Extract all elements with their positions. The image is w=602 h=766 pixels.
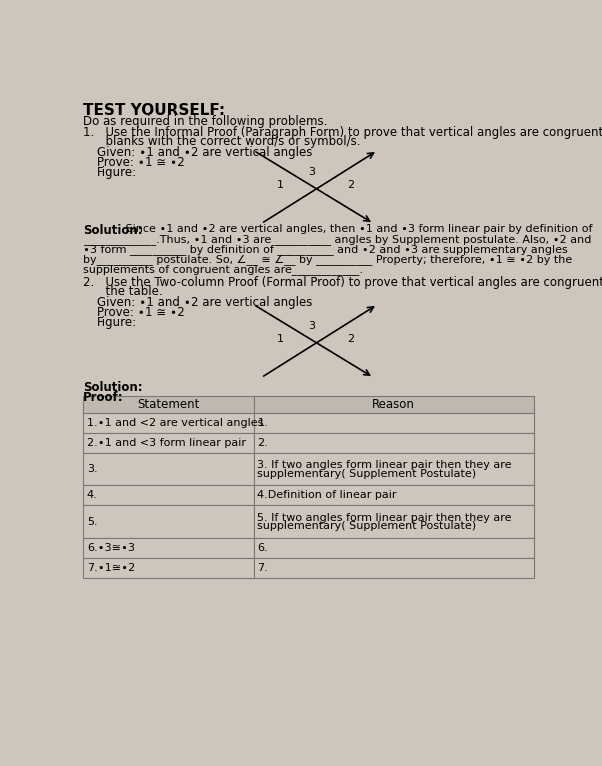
Text: Proof:: Proof: [83,391,123,404]
Text: Do as required in the following problems.: Do as required in the following problems… [83,115,327,128]
Bar [83,506,253,538]
Text: supplementary( Supplement Postulate): supplementary( Supplement Postulate) [258,469,477,479]
Text: supplements of congruent angles are____________.: supplements of congruent angles are_____… [83,264,363,274]
Text: Prove: ∙1 ≅ ∙2: Prove: ∙1 ≅ ∙2 [97,306,185,319]
Text: 5.: 5. [87,516,98,526]
Bar [253,413,534,433]
Bar [253,433,534,453]
Text: TEST YOURSELF:: TEST YOURSELF: [83,103,225,118]
Text: 2: 2 [347,180,354,190]
Bar [253,486,534,506]
Text: 7.∙1≅∙2: 7.∙1≅∙2 [87,563,135,573]
Text: _____________.Thus, ∙1 and ∙3 are __________ angles by Supplement postulate. Als: _____________.Thus, ∙1 and ∙3 are ______… [83,234,591,244]
Text: Solution:: Solution: [83,224,143,237]
Text: 5. If two angles form linear pair then they are: 5. If two angles form linear pair then t… [258,512,512,522]
Text: Solution:: Solution: [83,381,143,394]
Text: 2: 2 [347,334,354,344]
Bar [253,396,534,413]
Bar [253,506,534,538]
Bar [253,538,534,558]
Text: by__________ postulate. So, ∠__ ≅ ∠__ by __________ Property; therefore, ∙1 ≅ ∙2: by__________ postulate. So, ∠__ ≅ ∠__ by… [83,254,573,264]
Bar [83,453,253,486]
Text: 6.: 6. [258,543,268,553]
Text: Given: ∙1 and ∙2 are vertical angles: Given: ∙1 and ∙2 are vertical angles [97,296,312,309]
Text: Statement: Statement [137,398,199,411]
Text: Figure:: Figure: [97,316,137,329]
Text: 4.: 4. [87,490,98,500]
Bar [253,558,534,578]
Text: 2.   Use the Two-column Proof (Formal Proof) to prove that vertical angles are c: 2. Use the Two-column Proof (Formal Proo… [83,276,602,289]
Text: 3.: 3. [87,464,98,474]
Text: 6.∙3≅∙3: 6.∙3≅∙3 [87,543,135,553]
Text: supplementary( Supplement Postulate): supplementary( Supplement Postulate) [258,521,477,531]
Text: 3: 3 [308,167,315,177]
Text: the table.: the table. [83,285,163,298]
Text: 3. If two angles form linear pair then they are: 3. If two angles form linear pair then t… [258,460,512,470]
Text: Prove: ∙1 ≅ ∙2: Prove: ∙1 ≅ ∙2 [97,155,185,169]
Bar [83,413,253,433]
Text: Reason: Reason [373,398,415,411]
Text: 2.∙1 and <3 form linear pair: 2.∙1 and <3 form linear pair [87,438,246,448]
Text: 3: 3 [308,321,315,331]
Text: 4.Definition of linear pair: 4.Definition of linear pair [258,490,397,500]
Text: 7.: 7. [258,563,268,573]
Text: ∙3 form __________ by definition of __________ and ∙2 and ∙3 are supplementary a: ∙3 form __________ by definition of ____… [83,244,568,254]
Text: 1.   Use the Informal Proof (Paragraph Form) to prove that vertical angles are c: 1. Use the Informal Proof (Paragraph For… [83,126,602,139]
Bar [253,453,534,486]
Text: 1: 1 [277,334,284,344]
Text: 1.: 1. [258,418,268,428]
Bar [83,538,253,558]
Text: Given: ∙1 and ∙2 are vertical angles: Given: ∙1 and ∙2 are vertical angles [97,146,312,159]
Text: 2.: 2. [258,438,268,448]
Bar [83,396,253,413]
Bar [83,486,253,506]
Bar [83,433,253,453]
Text: 1.∙1 and <2 are vertical angles: 1.∙1 and <2 are vertical angles [87,418,263,428]
Bar [83,558,253,578]
Text: Figure:: Figure: [97,166,137,178]
Text: 1: 1 [277,180,284,190]
Text: blanks with the correct word/s or symbol/s.: blanks with the correct word/s or symbol… [83,135,361,148]
Text: Since ∙1 and ∙2 are vertical angles, then ∙1 and ∙3 form linear pair by definiti: Since ∙1 and ∙2 are vertical angles, the… [122,224,592,234]
